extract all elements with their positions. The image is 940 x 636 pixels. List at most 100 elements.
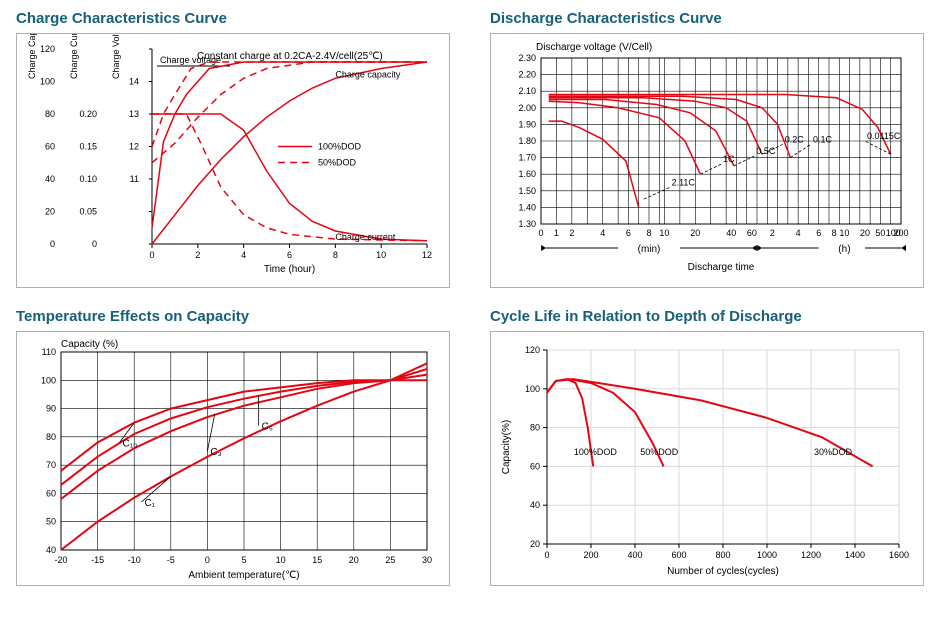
svg-text:0.05: 0.05 — [79, 207, 97, 217]
svg-text:100: 100 — [525, 384, 540, 394]
svg-text:Capacity(%): Capacity(%) — [501, 420, 512, 474]
svg-text:C₃: C₃ — [210, 447, 221, 458]
svg-text:600: 600 — [671, 550, 686, 560]
svg-text:50%DOD: 50%DOD — [640, 447, 679, 457]
svg-text:12: 12 — [422, 250, 432, 260]
svg-text:-15: -15 — [91, 555, 104, 565]
svg-text:5: 5 — [241, 555, 246, 565]
svg-text:120: 120 — [525, 345, 540, 355]
svg-text:0: 0 — [149, 250, 154, 260]
svg-text:4: 4 — [796, 228, 801, 238]
svg-text:70: 70 — [46, 460, 56, 470]
svg-text:120: 120 — [40, 44, 55, 54]
svg-text:40: 40 — [530, 500, 540, 510]
svg-text:2.20: 2.20 — [518, 70, 536, 80]
panel-title: Discharge Characteristics Curve — [490, 10, 924, 27]
svg-text:90: 90 — [46, 404, 56, 414]
svg-text:0: 0 — [538, 228, 543, 238]
svg-text:4: 4 — [600, 228, 605, 238]
svg-text:50: 50 — [46, 517, 56, 527]
svg-text:30: 30 — [422, 555, 432, 565]
svg-text:200: 200 — [893, 228, 908, 238]
svg-text:1.60: 1.60 — [518, 169, 536, 179]
panel-cycle: Cycle Life in Relation to Depth of Disch… — [490, 308, 924, 586]
svg-text:2.11C: 2.11C — [672, 177, 696, 187]
panel-title: Charge Characteristics Curve — [16, 10, 450, 27]
svg-text:800: 800 — [715, 550, 730, 560]
svg-text:2: 2 — [770, 228, 775, 238]
svg-text:C₁: C₁ — [145, 498, 156, 509]
svg-text:Discharge time: Discharge time — [688, 262, 755, 273]
svg-text:0: 0 — [544, 550, 549, 560]
svg-text:2: 2 — [569, 228, 574, 238]
svg-text:50: 50 — [875, 228, 885, 238]
svg-text:80: 80 — [45, 109, 55, 119]
svg-text:0.2C: 0.2C — [785, 134, 805, 144]
panel-discharge: Discharge Characteristics Curve Discharg… — [490, 10, 924, 288]
svg-text:200: 200 — [583, 550, 598, 560]
svg-text:1.50: 1.50 — [518, 186, 536, 196]
svg-text:40: 40 — [45, 174, 55, 184]
svg-text:2.00: 2.00 — [518, 103, 536, 113]
svg-text:-20: -20 — [54, 555, 67, 565]
svg-text:C₁₀: C₁₀ — [123, 439, 138, 450]
svg-text:1.80: 1.80 — [518, 136, 536, 146]
svg-text:0.0115C: 0.0115C — [867, 131, 901, 141]
svg-text:Charge voltage: Charge voltage — [160, 55, 221, 65]
svg-text:1.40: 1.40 — [518, 202, 536, 212]
svg-text:13: 13 — [129, 109, 139, 119]
svg-text:-5: -5 — [167, 555, 175, 565]
svg-text:6: 6 — [626, 228, 631, 238]
svg-text:1.90: 1.90 — [518, 119, 536, 129]
svg-text:60: 60 — [46, 488, 56, 498]
svg-text:8: 8 — [333, 250, 338, 260]
svg-text:1.30: 1.30 — [518, 219, 536, 229]
svg-text:100: 100 — [40, 77, 55, 87]
svg-text:1.70: 1.70 — [518, 153, 536, 163]
svg-text:400: 400 — [627, 550, 642, 560]
panel-title: Cycle Life in Relation to Depth of Disch… — [490, 308, 924, 325]
svg-text:20: 20 — [690, 228, 700, 238]
svg-text:14: 14 — [129, 77, 139, 87]
svg-text:1C: 1C — [723, 154, 735, 164]
svg-text:Charge current: Charge current — [335, 232, 396, 242]
svg-text:8: 8 — [646, 228, 651, 238]
svg-text:Charge Current (CA): Charge Current (CA) — [69, 34, 79, 79]
svg-text:30%DOD: 30%DOD — [814, 447, 853, 457]
svg-text:1: 1 — [554, 228, 559, 238]
svg-text:20: 20 — [860, 228, 870, 238]
svg-text:Charge Capacity (%): Charge Capacity (%) — [27, 34, 37, 79]
svg-text:Constant charge at 0.2CA-2.4V/: Constant charge at 0.2CA-2.4V/cell(25℃) — [197, 51, 383, 62]
svg-text:0.1C: 0.1C — [813, 134, 833, 144]
svg-text:60: 60 — [747, 228, 757, 238]
svg-text:0.15: 0.15 — [79, 142, 97, 152]
svg-text:0: 0 — [205, 555, 210, 565]
svg-text:20: 20 — [45, 207, 55, 217]
svg-text:(min): (min) — [638, 244, 661, 255]
svg-text:10: 10 — [659, 228, 669, 238]
svg-text:0.10: 0.10 — [79, 174, 97, 184]
chart-discharge: Discharge voltage (V/Cell)2.302.202.102.… — [490, 33, 924, 288]
svg-text:4: 4 — [241, 250, 246, 260]
svg-text:80: 80 — [46, 432, 56, 442]
panel-charge: Charge Characteristics Curve Charge Capa… — [16, 10, 450, 288]
svg-text:0.20: 0.20 — [79, 109, 97, 119]
svg-text:15: 15 — [312, 555, 322, 565]
svg-text:-10: -10 — [128, 555, 141, 565]
chart-temp: Capacity (%)110100908070605040-20-15-10-… — [16, 331, 450, 586]
svg-text:110: 110 — [42, 347, 56, 357]
svg-text:25: 25 — [385, 555, 395, 565]
svg-text:1600: 1600 — [889, 550, 909, 560]
svg-text:0.5C: 0.5C — [756, 146, 776, 156]
svg-text:6: 6 — [287, 250, 292, 260]
svg-text:8: 8 — [832, 228, 837, 238]
svg-text:1000: 1000 — [757, 550, 777, 560]
svg-text:Ambient temperature(℃): Ambient temperature(℃) — [188, 570, 299, 581]
svg-text:2.30: 2.30 — [518, 53, 536, 63]
svg-text:6: 6 — [816, 228, 821, 238]
svg-text:Time (hour): Time (hour) — [264, 264, 315, 275]
svg-text:40: 40 — [46, 545, 56, 555]
svg-text:Discharge voltage (V/Cell): Discharge voltage (V/Cell) — [536, 42, 652, 53]
svg-text:50%DOD: 50%DOD — [318, 158, 357, 168]
svg-text:1400: 1400 — [845, 550, 865, 560]
